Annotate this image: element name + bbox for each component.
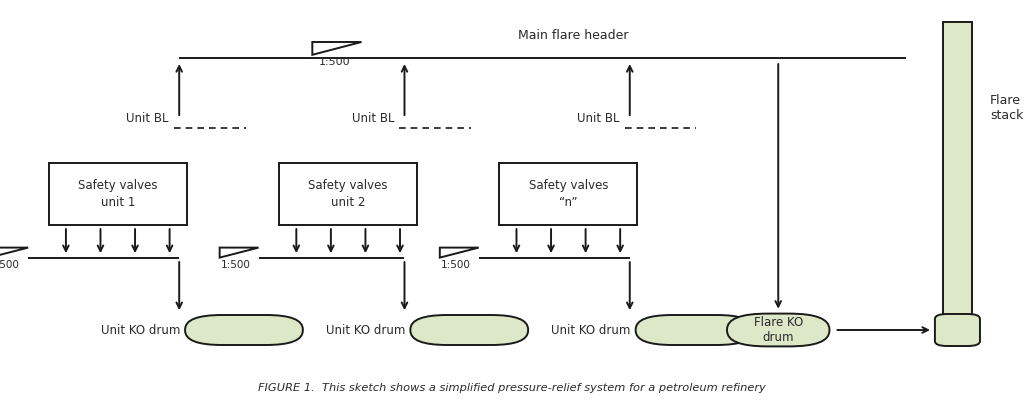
Text: Unit KO drum: Unit KO drum <box>326 324 406 336</box>
FancyBboxPatch shape <box>935 314 980 346</box>
Text: 1:500: 1:500 <box>221 260 251 270</box>
Text: Unit BL: Unit BL <box>351 112 394 125</box>
Bar <box>500 163 637 225</box>
Text: Safety valves
unit 1: Safety valves unit 1 <box>78 179 158 209</box>
Text: FIGURE 1.  This sketch shows a simplified pressure-relief system for a petroleum: FIGURE 1. This sketch shows a simplified… <box>258 383 766 393</box>
Text: Flare
stack: Flare stack <box>990 94 1024 122</box>
Text: Unit BL: Unit BL <box>577 112 620 125</box>
Text: Main flare header: Main flare header <box>518 29 629 42</box>
Text: 1:500: 1:500 <box>0 260 20 270</box>
FancyBboxPatch shape <box>636 315 754 345</box>
Text: Unit BL: Unit BL <box>126 112 169 125</box>
Polygon shape <box>220 248 258 258</box>
Bar <box>49 163 186 225</box>
Polygon shape <box>440 248 479 258</box>
FancyBboxPatch shape <box>727 314 829 346</box>
Text: Safety valves
unit 2: Safety valves unit 2 <box>308 179 388 209</box>
Text: Unit KO drum: Unit KO drum <box>100 324 180 336</box>
Bar <box>279 163 418 225</box>
Bar <box>943 22 972 322</box>
Text: Flare KO
drum: Flare KO drum <box>754 316 803 344</box>
Text: 1:500: 1:500 <box>318 57 350 67</box>
Text: 1:500: 1:500 <box>441 260 471 270</box>
Polygon shape <box>0 248 28 258</box>
Polygon shape <box>312 42 361 55</box>
FancyBboxPatch shape <box>411 315 528 345</box>
FancyBboxPatch shape <box>185 315 303 345</box>
Text: Unit KO drum: Unit KO drum <box>551 324 631 336</box>
Text: Safety valves
“n”: Safety valves “n” <box>528 179 608 209</box>
